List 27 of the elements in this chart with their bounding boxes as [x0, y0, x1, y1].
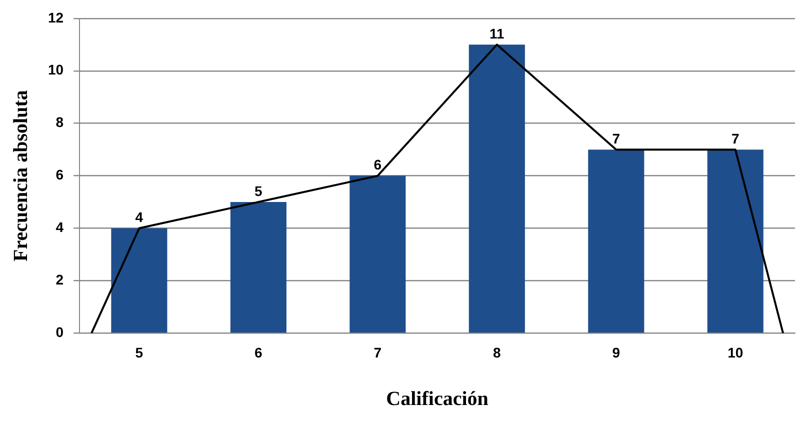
- x-tick-label: 7: [374, 344, 382, 360]
- data-label: 11: [490, 25, 505, 42]
- data-label: 4: [135, 209, 144, 226]
- y-tick-label: 2: [56, 272, 64, 288]
- data-label: 6: [374, 156, 382, 173]
- data-label: 7: [612, 130, 620, 146]
- x-tick-label: 8: [493, 344, 502, 360]
- y-axis-title: Frecuencia absoluta: [10, 90, 32, 262]
- x-tick-label: 5: [135, 344, 144, 360]
- y-tick-label: 0: [56, 324, 64, 340]
- bar: [588, 150, 644, 333]
- bar: [230, 202, 286, 333]
- y-tick-label: 8: [56, 114, 64, 130]
- y-tick-label: 4: [56, 219, 64, 236]
- x-tick-label: 6: [254, 344, 263, 360]
- data-label: 7: [731, 130, 740, 146]
- data-label: 5: [254, 182, 263, 199]
- y-tick-label: 12: [48, 9, 64, 26]
- x-tick-label: 10: [728, 344, 744, 360]
- x-axis-title: Calificación: [386, 388, 488, 410]
- bar: [707, 150, 764, 333]
- bar: [111, 228, 168, 333]
- bar: [468, 44, 525, 333]
- y-tick-label: 10: [48, 62, 64, 78]
- bar: [350, 176, 406, 333]
- x-tick-label: 9: [612, 344, 620, 360]
- y-tick-label: 6: [56, 166, 64, 183]
